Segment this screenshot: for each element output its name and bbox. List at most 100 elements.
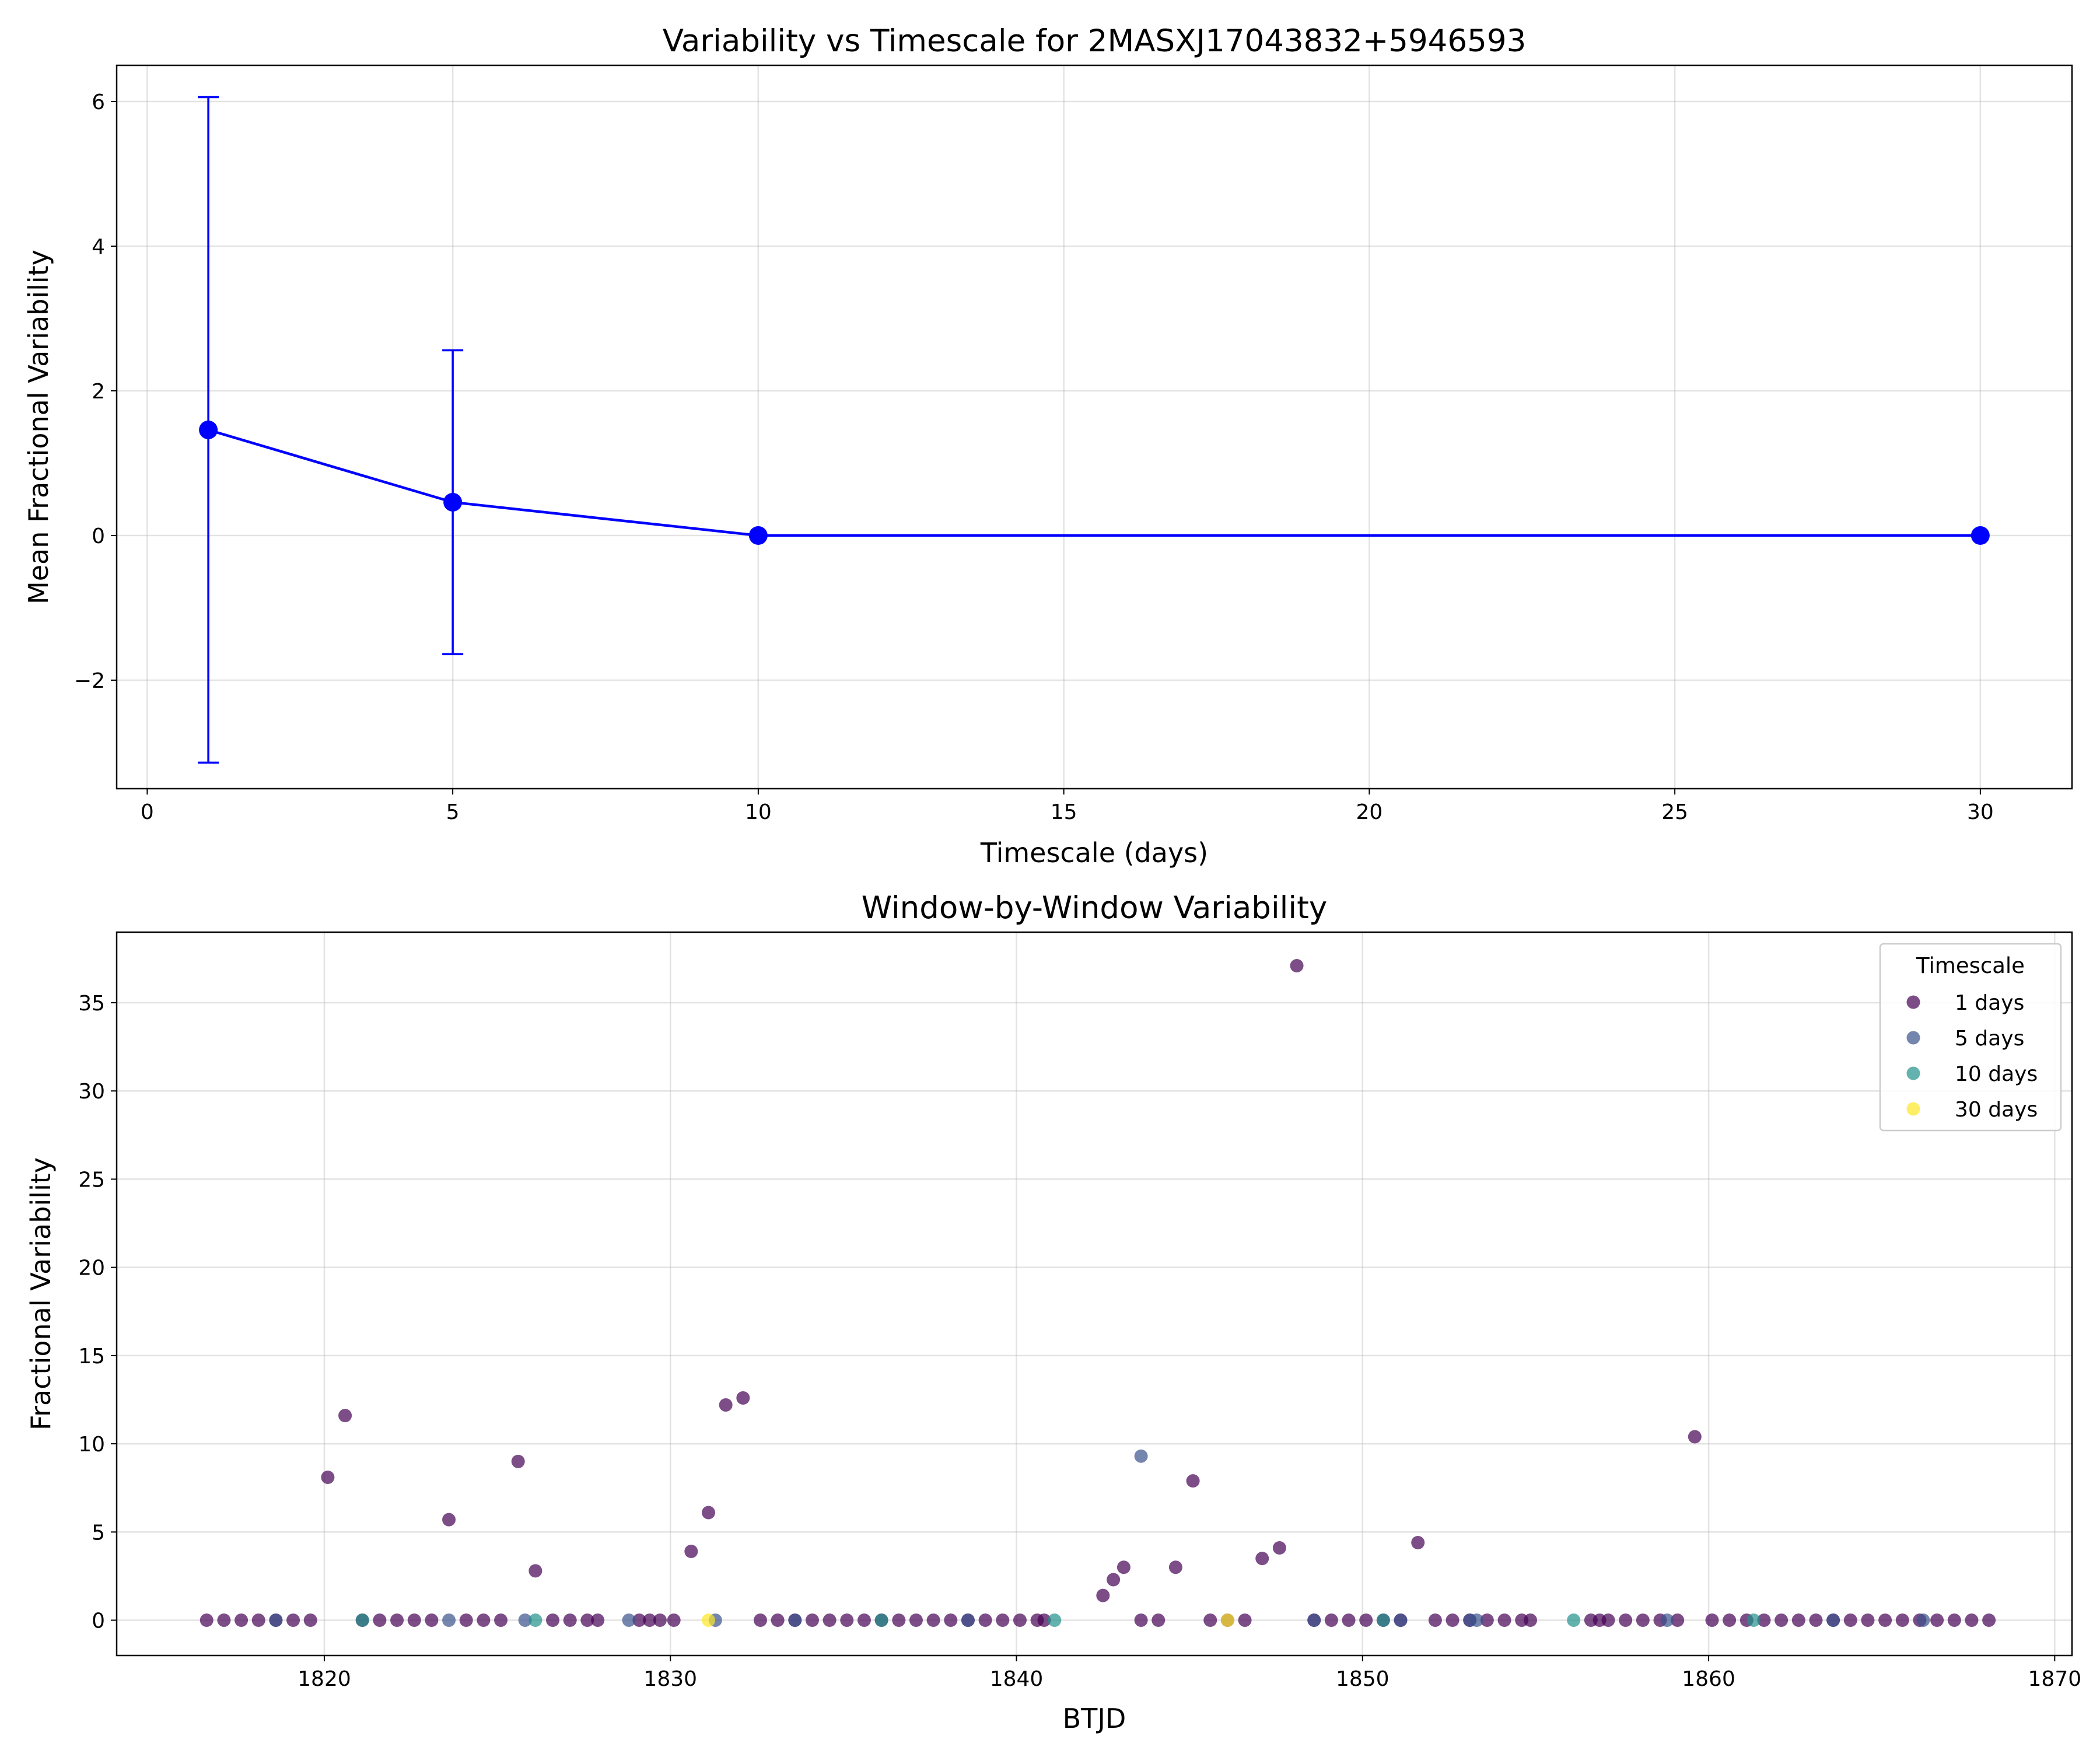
data-point bbox=[1861, 1614, 1875, 1628]
data-point bbox=[199, 420, 218, 439]
data-point bbox=[443, 492, 463, 512]
x-tick-label: 1870 bbox=[2028, 1667, 2082, 1691]
data-point bbox=[719, 1398, 733, 1412]
x-axis-label: BTJD bbox=[1063, 1703, 1126, 1734]
series-1-days bbox=[200, 958, 1996, 1628]
y-axis-label: Mean Fractional Variability bbox=[23, 250, 54, 604]
data-point bbox=[1688, 1430, 1702, 1444]
data-point bbox=[684, 1545, 698, 1559]
data-point bbox=[528, 1614, 542, 1628]
axes-frame bbox=[116, 64, 2073, 790]
data-point bbox=[1342, 1614, 1356, 1628]
data-point bbox=[874, 1614, 888, 1628]
data-point bbox=[251, 1614, 265, 1628]
data-point bbox=[1826, 1614, 1840, 1628]
data-point bbox=[1524, 1614, 1538, 1628]
y-tick-label: 6 bbox=[92, 90, 105, 114]
y-tick-label: 35 bbox=[78, 992, 105, 1016]
data-point bbox=[591, 1614, 605, 1628]
x-tick-label: 1820 bbox=[298, 1667, 351, 1691]
panel-mean-variability: 0 5 10 15 20 25 30 −2 0 2 4 6 Variability vs Timesc… bbox=[23, 23, 2073, 869]
data-point bbox=[701, 1506, 715, 1520]
data-point bbox=[1220, 1614, 1234, 1628]
axes-frame bbox=[116, 931, 2073, 1657]
series-30-days bbox=[701, 1614, 1234, 1628]
data-point bbox=[1601, 1614, 1615, 1628]
data-point bbox=[805, 1614, 819, 1628]
series-10-days bbox=[355, 1614, 1760, 1628]
data-point bbox=[1186, 1474, 1200, 1488]
y-tick-label: 20 bbox=[78, 1256, 105, 1280]
data-point bbox=[1971, 526, 1990, 545]
data-point bbox=[477, 1614, 491, 1628]
data-point bbox=[442, 1614, 456, 1628]
data-point bbox=[1116, 1560, 1130, 1574]
grid bbox=[117, 65, 2072, 789]
data-point bbox=[442, 1513, 456, 1527]
y-tick-label: 4 bbox=[92, 235, 105, 259]
data-point bbox=[528, 1564, 542, 1578]
legend-label: 5 days bbox=[1955, 1027, 2024, 1051]
data-point bbox=[944, 1614, 958, 1628]
y-tick-label: 15 bbox=[78, 1345, 105, 1368]
data-point bbox=[459, 1614, 473, 1628]
legend-items: 1 days 5 days 10 days 30 days bbox=[1906, 991, 2038, 1122]
y-tick-label: 2 bbox=[92, 380, 105, 404]
tick-labels: 0 5 10 15 20 25 30 −2 0 2 4 6 bbox=[74, 90, 1994, 824]
data-point bbox=[1411, 1535, 1425, 1549]
data-point bbox=[653, 1614, 667, 1628]
data-point bbox=[1791, 1614, 1805, 1628]
data-point bbox=[1238, 1614, 1252, 1628]
data-point bbox=[788, 1614, 802, 1628]
data-point bbox=[643, 1614, 657, 1628]
data-point bbox=[632, 1614, 646, 1628]
data-point bbox=[1809, 1614, 1823, 1628]
x-tick-label: 5 bbox=[446, 800, 460, 824]
x-tick-label: 0 bbox=[141, 800, 154, 824]
x-tick-label: 1840 bbox=[990, 1667, 1044, 1691]
data-point bbox=[1723, 1614, 1737, 1628]
data-point bbox=[1671, 1614, 1685, 1628]
data-point bbox=[840, 1614, 854, 1628]
data-point bbox=[1619, 1614, 1633, 1628]
x-tick-label: 15 bbox=[1051, 800, 1077, 824]
tick-labels: 1820 1830 1840 1850 1860 1870 0 5 10 15 20 25 30 35 bbox=[78, 992, 2081, 1691]
x-tick-label: 1850 bbox=[1336, 1667, 1390, 1691]
data-point bbox=[1037, 1614, 1051, 1628]
y-tick-label: 0 bbox=[92, 524, 105, 548]
data-point bbox=[1359, 1614, 1373, 1628]
y-tick-label: 5 bbox=[92, 1521, 105, 1545]
data-point bbox=[407, 1614, 421, 1628]
data-point bbox=[1930, 1614, 1944, 1628]
legend-marker bbox=[1906, 1066, 1920, 1080]
data-point bbox=[1480, 1614, 1494, 1628]
data-point bbox=[563, 1614, 577, 1628]
data-point bbox=[321, 1471, 335, 1485]
legend: Timescale 1 days 5 days 10 days 30 days bbox=[1879, 943, 2062, 1132]
x-tick-label: 1860 bbox=[1682, 1667, 1735, 1691]
x-tick-label: 20 bbox=[1356, 800, 1382, 824]
legend-label: 1 days bbox=[1955, 991, 2024, 1015]
legend-marker bbox=[1906, 995, 1920, 1009]
grid bbox=[117, 932, 2072, 1656]
data-point bbox=[822, 1614, 836, 1628]
data-point bbox=[1746, 1614, 1760, 1628]
data-point bbox=[1324, 1614, 1338, 1628]
data-point bbox=[1428, 1614, 1442, 1628]
x-axis-label: Timescale (days) bbox=[980, 837, 1208, 869]
data-point bbox=[1255, 1552, 1269, 1566]
x-tick-label: 30 bbox=[1967, 800, 1994, 824]
plot-marks bbox=[198, 96, 1990, 764]
data-point bbox=[736, 1391, 750, 1405]
y-tick-label: 30 bbox=[78, 1080, 105, 1104]
data-point bbox=[217, 1614, 231, 1628]
data-point bbox=[1470, 1614, 1484, 1628]
data-point bbox=[425, 1614, 439, 1628]
data-point bbox=[1134, 1449, 1148, 1463]
data-point bbox=[1307, 1614, 1321, 1628]
scatter-points bbox=[200, 958, 1996, 1628]
data-point bbox=[1013, 1614, 1027, 1628]
data-point bbox=[1705, 1614, 1719, 1628]
data-point bbox=[771, 1614, 785, 1628]
